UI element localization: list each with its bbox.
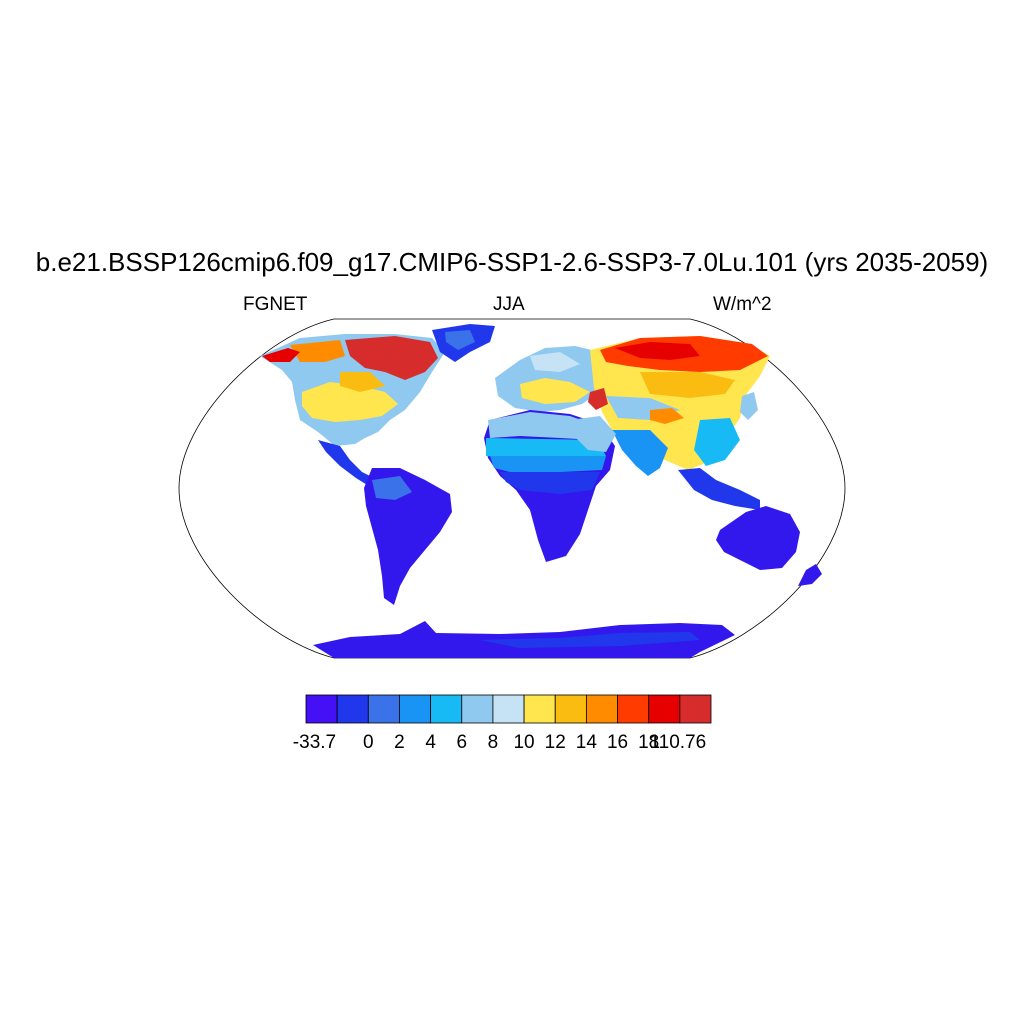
sahara-band	[486, 438, 606, 458]
europe-warm	[520, 378, 590, 404]
north-africa-light	[488, 412, 598, 440]
australia-region	[716, 506, 800, 570]
japan-region	[740, 392, 758, 420]
colorbar-label: 14	[575, 732, 597, 753]
colorbar-box	[554, 694, 587, 724]
colorbar-box	[399, 694, 432, 724]
south-asia-region	[612, 430, 668, 476]
colorbar-box	[648, 694, 681, 724]
colorbar-label: 4	[425, 732, 436, 753]
colorbar-label: 8	[487, 732, 499, 753]
colorbar	[305, 694, 712, 724]
central-america-region	[318, 440, 378, 488]
colorbar-box	[617, 694, 650, 724]
greenland-patch	[445, 330, 475, 350]
colorbar-box	[305, 694, 338, 724]
colorbar-box	[461, 694, 494, 724]
colorbar-box	[523, 694, 556, 724]
central-asia-orange	[640, 372, 735, 398]
colorbar-box	[367, 694, 400, 724]
colorbar-label: 10	[513, 732, 535, 753]
central-africa-band	[500, 472, 600, 494]
season-label: JJA	[493, 294, 525, 315]
caspian-hot	[588, 388, 608, 410]
colorbar-box	[492, 694, 525, 724]
canada-red	[262, 348, 300, 362]
colorbar-box	[336, 694, 369, 724]
south-america-region	[364, 468, 452, 605]
southeast-asia-region	[678, 468, 760, 510]
east-asia-region	[694, 418, 740, 466]
tibet-orange	[650, 408, 684, 424]
canada-orange	[290, 340, 345, 362]
colorbar-label: 18	[638, 732, 660, 753]
arabia-region	[570, 416, 616, 452]
siberia-red	[615, 342, 700, 360]
south-america-patch	[372, 476, 412, 500]
variable-label: FGNET	[243, 294, 308, 315]
colorbar-box	[430, 694, 463, 724]
colorbar-label: 6	[456, 732, 468, 753]
canada-hot	[345, 336, 438, 380]
new-zealand-region	[798, 564, 822, 586]
sahel-band	[490, 456, 606, 472]
colorbar-label: 12	[544, 732, 566, 753]
north-america-warm	[302, 382, 398, 422]
antarctica-patch	[480, 632, 700, 648]
colorbar-box	[585, 694, 618, 724]
units-label: W/m^2	[713, 294, 772, 315]
colorbar-label: 110.76	[649, 732, 707, 753]
canada-yellow	[340, 372, 385, 392]
europe-cool	[530, 352, 580, 372]
colorbar-label: 16	[606, 732, 629, 753]
colorbar-label: 2	[394, 732, 405, 753]
colorbar-box	[679, 694, 712, 724]
colorbar-label: -33.7	[292, 732, 337, 753]
plot-title: b.e21.BSSP126cmip6.f09_g17.CMIP6-SSP1-2.…	[35, 247, 989, 277]
colorbar-label: 0	[363, 732, 374, 753]
